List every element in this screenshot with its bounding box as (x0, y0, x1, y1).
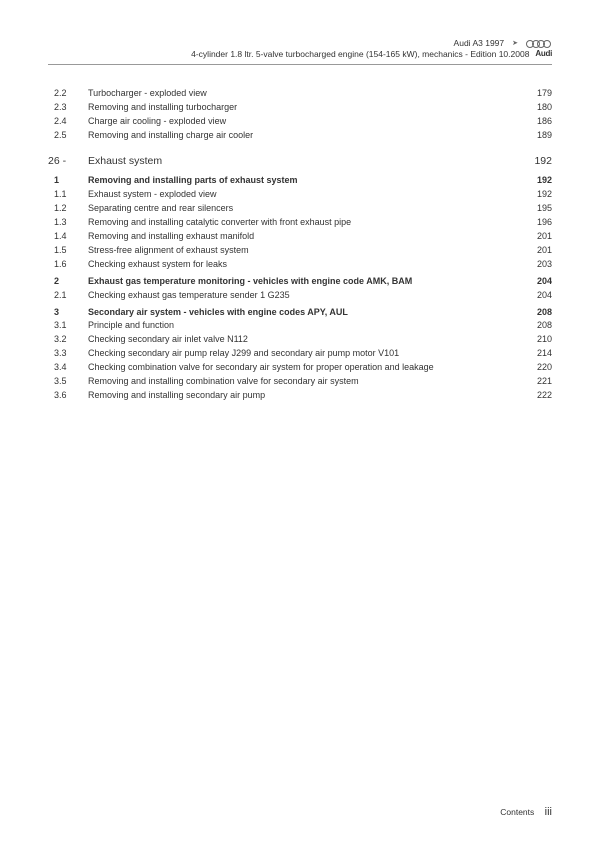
toc-entry-title: Removing and installing catalytic conver… (88, 216, 351, 230)
toc-row: 2.4Charge air cooling - exploded view 186 (48, 115, 552, 129)
toc-continued-block: 2.2Turbocharger - exploded view1792.3Rem… (48, 87, 552, 143)
toc-entry-page: 208 (533, 319, 552, 333)
toc-entry-num: 1.4 (48, 230, 88, 244)
toc-entry-num: 3.3 (48, 347, 88, 361)
toc-entry-title: Checking secondary air inlet valve N112 (88, 333, 248, 347)
header-line-1: Audi A3 1997 ➤ (48, 38, 552, 49)
toc-row: 2.3Removing and installing turbocharger 1… (48, 101, 552, 115)
toc-entry-title: Removing and installing turbocharger (88, 101, 237, 115)
toc-chapter-title: Exhaust system (88, 153, 162, 169)
toc-chapter-page: 192 (530, 153, 552, 169)
toc-entry-title: Exhaust system - exploded view (88, 188, 217, 202)
toc-entry-title: Removing and installing charge air coole… (88, 129, 253, 143)
toc-entry-page: 189 (533, 129, 552, 143)
audi-wordmark: Audi (535, 49, 552, 59)
toc-entry-title: Turbocharger - exploded view (88, 87, 207, 101)
toc-entry-title: Stress-free alignment of exhaust system (88, 244, 249, 258)
toc-entry-num: 2.4 (48, 115, 88, 129)
toc-entry-title: Separating centre and rear silencers (88, 202, 233, 216)
audi-rings-icon (526, 39, 552, 49)
toc-entry-num: 2.2 (48, 87, 88, 101)
toc-row: 1.6Checking exhaust system for leaks 203 (48, 258, 552, 272)
toc-entry-num: 2.1 (48, 289, 88, 303)
toc-entry-page: 222 (533, 389, 552, 403)
toc-entry-num: 1.3 (48, 216, 88, 230)
toc-row: 2.5Removing and installing charge air co… (48, 129, 552, 143)
toc-entry-title: Removing and installing exhaust manifold (88, 230, 254, 244)
toc-entry-page: 186 (533, 115, 552, 129)
toc-row: 1.2Separating centre and rear silencers 1… (48, 202, 552, 216)
toc-row: 2.2Turbocharger - exploded view 179 (48, 87, 552, 101)
toc-entry-page: 196 (533, 216, 552, 230)
toc-row: 3Secondary air system - vehicles with en… (48, 306, 552, 320)
toc-entry-page: 203 (533, 258, 552, 272)
toc-entry-num: 1.6 (48, 258, 88, 272)
toc-row: 1.4Removing and installing exhaust manif… (48, 230, 552, 244)
toc-row: 3.6Removing and installing secondary air… (48, 389, 552, 403)
toc-entry-page: 180 (533, 101, 552, 115)
toc-entry-page: 204 (533, 289, 552, 303)
toc-entry-num: 2.5 (48, 129, 88, 143)
toc-entry-page: 179 (533, 87, 552, 101)
toc-entry-page: 220 (533, 361, 552, 375)
toc-entry-num: 3.6 (48, 389, 88, 403)
toc-entry-title: Principle and function (88, 319, 174, 333)
toc-entry-title: Removing and installing secondary air pu… (88, 389, 265, 403)
toc-entry-title: Exhaust gas temperature monitoring - veh… (88, 275, 412, 289)
table-of-contents: 2.2Turbocharger - exploded view1792.3Rem… (48, 87, 552, 403)
toc-sections-block: 1Removing and installing parts of exhaus… (48, 174, 552, 403)
toc-row: 2.1Checking exhaust gas temperature send… (48, 289, 552, 303)
toc-entry-num: 3.5 (48, 375, 88, 389)
toc-row: 1.1Exhaust system - exploded view 192 (48, 188, 552, 202)
toc-entry-page: 221 (533, 375, 552, 389)
toc-entry-num: 1.1 (48, 188, 88, 202)
toc-entry-title: Checking exhaust gas temperature sender … (88, 289, 290, 303)
toc-entry-num: 2.3 (48, 101, 88, 115)
toc-entry-title: Removing and installing combination valv… (88, 375, 359, 389)
toc-entry-num: 3.2 (48, 333, 88, 347)
toc-entry-page: 208 (533, 306, 552, 320)
toc-row: 3.1Principle and function 208 (48, 319, 552, 333)
footer-pagenum: iii (545, 806, 552, 818)
toc-entry-page: 201 (533, 244, 552, 258)
toc-entry-page: 201 (533, 230, 552, 244)
page-header: Audi A3 1997 ➤ 4-cylinder 1.8 ltr. 5-val… (48, 38, 552, 65)
toc-entry-title: Secondary air system - vehicles with eng… (88, 306, 348, 320)
toc-entry-num: 3.1 (48, 319, 88, 333)
header-arrow-icon: ➤ (512, 39, 518, 48)
toc-row: 3.5Removing and installing combination v… (48, 375, 552, 389)
toc-row: 1Removing and installing parts of exhaus… (48, 174, 552, 188)
toc-entry-page: 214 (533, 347, 552, 361)
toc-entry-title: Charge air cooling - exploded view (88, 115, 226, 129)
toc-entry-num: 2 (48, 275, 88, 289)
page: Audi A3 1997 ➤ 4-cylinder 1.8 ltr. 5-val… (0, 0, 600, 848)
toc-entry-page: 210 (533, 333, 552, 347)
toc-entry-title: Removing and installing parts of exhaust… (88, 174, 298, 188)
toc-entry-num: 3 (48, 306, 88, 320)
header-model: Audi A3 1997 (454, 38, 505, 49)
toc-entry-num: 1.5 (48, 244, 88, 258)
toc-row: 3.2Checking secondary air inlet valve N1… (48, 333, 552, 347)
toc-entry-num: 1 (48, 174, 88, 188)
toc-entry-title: Checking exhaust system for leaks (88, 258, 227, 272)
footer-label: Contents (500, 807, 534, 817)
toc-entry-page: 195 (533, 202, 552, 216)
toc-chapter-num: 26 - (48, 153, 88, 169)
toc-entry-page: 192 (533, 174, 552, 188)
toc-entry-title: Checking secondary air pump relay J299 a… (88, 347, 399, 361)
header-line-2: 4-cylinder 1.8 ltr. 5-valve turbocharged… (48, 49, 552, 60)
toc-row: 1.5Stress-free alignment of exhaust syst… (48, 244, 552, 258)
toc-entry-num: 3.4 (48, 361, 88, 375)
toc-row: 3.4Checking combination valve for second… (48, 361, 552, 375)
toc-row: 1.3Removing and installing catalytic con… (48, 216, 552, 230)
toc-entry-page: 204 (533, 275, 552, 289)
toc-entry-title: Checking combination valve for secondary… (88, 361, 434, 375)
toc-chapter-row: 26 - Exhaust system 192 (48, 153, 552, 169)
toc-entry-page: 192 (533, 188, 552, 202)
page-footer: Contents iii (500, 806, 552, 818)
toc-row: 3.3Checking secondary air pump relay J29… (48, 347, 552, 361)
toc-row: 2Exhaust gas temperature monitoring - ve… (48, 275, 552, 289)
header-subtitle: 4-cylinder 1.8 ltr. 5-valve turbocharged… (191, 49, 529, 60)
toc-entry-num: 1.2 (48, 202, 88, 216)
